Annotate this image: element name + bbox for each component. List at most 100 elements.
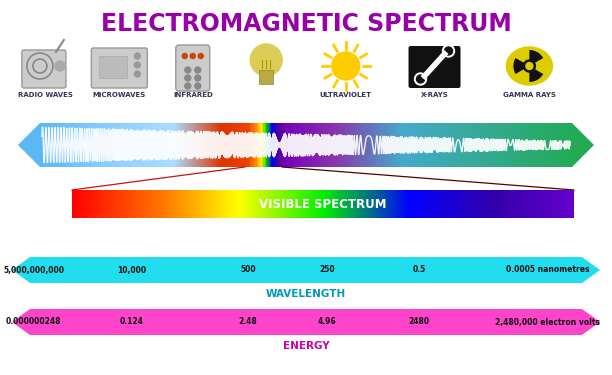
Bar	[109, 190, 111, 218]
Bar	[83, 123, 84, 167]
Bar	[545, 190, 547, 218]
Bar	[406, 123, 407, 167]
Bar	[291, 123, 293, 167]
Bar	[278, 190, 280, 218]
Bar	[259, 70, 273, 84]
FancyBboxPatch shape	[409, 46, 460, 88]
Bar	[101, 123, 103, 167]
Text: 0.5: 0.5	[412, 266, 426, 274]
Bar	[107, 190, 109, 218]
Bar	[76, 123, 77, 167]
Bar	[290, 123, 291, 167]
Bar	[111, 190, 112, 218]
Bar	[91, 190, 92, 218]
Bar	[141, 123, 143, 167]
Bar	[427, 190, 428, 218]
Bar	[151, 190, 152, 218]
Bar	[540, 190, 542, 218]
Bar	[258, 123, 259, 167]
Bar	[483, 190, 485, 218]
Bar	[465, 123, 466, 167]
Bar	[414, 123, 415, 167]
Bar	[435, 123, 436, 167]
Bar	[499, 123, 500, 167]
Bar	[56, 123, 58, 167]
Bar	[367, 123, 368, 167]
Bar	[561, 190, 562, 218]
Bar	[189, 190, 191, 218]
Bar	[503, 123, 504, 167]
Bar	[522, 190, 524, 218]
Circle shape	[414, 73, 427, 85]
Bar	[406, 190, 408, 218]
Bar	[43, 123, 44, 167]
Bar	[258, 190, 259, 218]
Bar	[330, 123, 331, 167]
Bar	[270, 123, 271, 167]
Bar	[452, 190, 453, 218]
Bar	[556, 190, 558, 218]
Bar	[112, 123, 113, 167]
Bar	[517, 190, 519, 218]
Bar	[75, 123, 76, 167]
Bar	[194, 123, 196, 167]
Bar	[207, 190, 209, 218]
Bar	[490, 123, 491, 167]
Bar	[218, 123, 220, 167]
Bar	[300, 123, 302, 167]
Bar	[152, 190, 154, 218]
Bar	[64, 123, 65, 167]
Bar	[399, 123, 400, 167]
Bar	[387, 190, 388, 218]
Bar	[201, 123, 202, 167]
Bar	[45, 123, 47, 167]
Bar	[512, 123, 513, 167]
Bar	[424, 123, 426, 167]
Bar	[367, 190, 368, 218]
Bar	[527, 190, 529, 218]
Bar	[567, 190, 569, 218]
Bar	[283, 190, 285, 218]
Bar	[72, 123, 73, 167]
Bar	[50, 123, 51, 167]
Bar	[535, 123, 536, 167]
Bar	[458, 190, 460, 218]
Bar	[512, 190, 513, 218]
Circle shape	[332, 52, 360, 80]
Bar	[191, 190, 193, 218]
Bar	[471, 123, 472, 167]
Bar	[81, 123, 83, 167]
Bar	[459, 123, 460, 167]
Bar	[537, 190, 539, 218]
Bar	[305, 123, 306, 167]
Bar	[569, 123, 570, 167]
Text: ULTRAVIOLET: ULTRAVIOLET	[319, 92, 372, 98]
Bar	[316, 123, 318, 167]
Bar	[488, 123, 490, 167]
Bar	[286, 190, 288, 218]
Bar	[416, 123, 418, 167]
Wedge shape	[513, 58, 529, 74]
Bar	[237, 190, 239, 218]
Bar	[306, 190, 308, 218]
Bar	[564, 190, 565, 218]
Bar	[182, 123, 184, 167]
Bar	[355, 123, 357, 167]
Bar	[537, 123, 539, 167]
Bar	[343, 190, 345, 218]
Bar	[559, 190, 561, 218]
Bar	[105, 190, 107, 218]
Bar	[144, 123, 145, 167]
Circle shape	[185, 67, 191, 73]
Bar	[124, 123, 125, 167]
Bar	[529, 190, 531, 218]
Bar	[231, 123, 233, 167]
Bar	[428, 123, 430, 167]
Bar	[67, 123, 68, 167]
Bar	[420, 190, 422, 218]
Bar	[137, 190, 139, 218]
Bar	[482, 123, 483, 167]
Bar	[217, 123, 218, 167]
Bar	[570, 123, 572, 167]
Bar	[168, 123, 169, 167]
